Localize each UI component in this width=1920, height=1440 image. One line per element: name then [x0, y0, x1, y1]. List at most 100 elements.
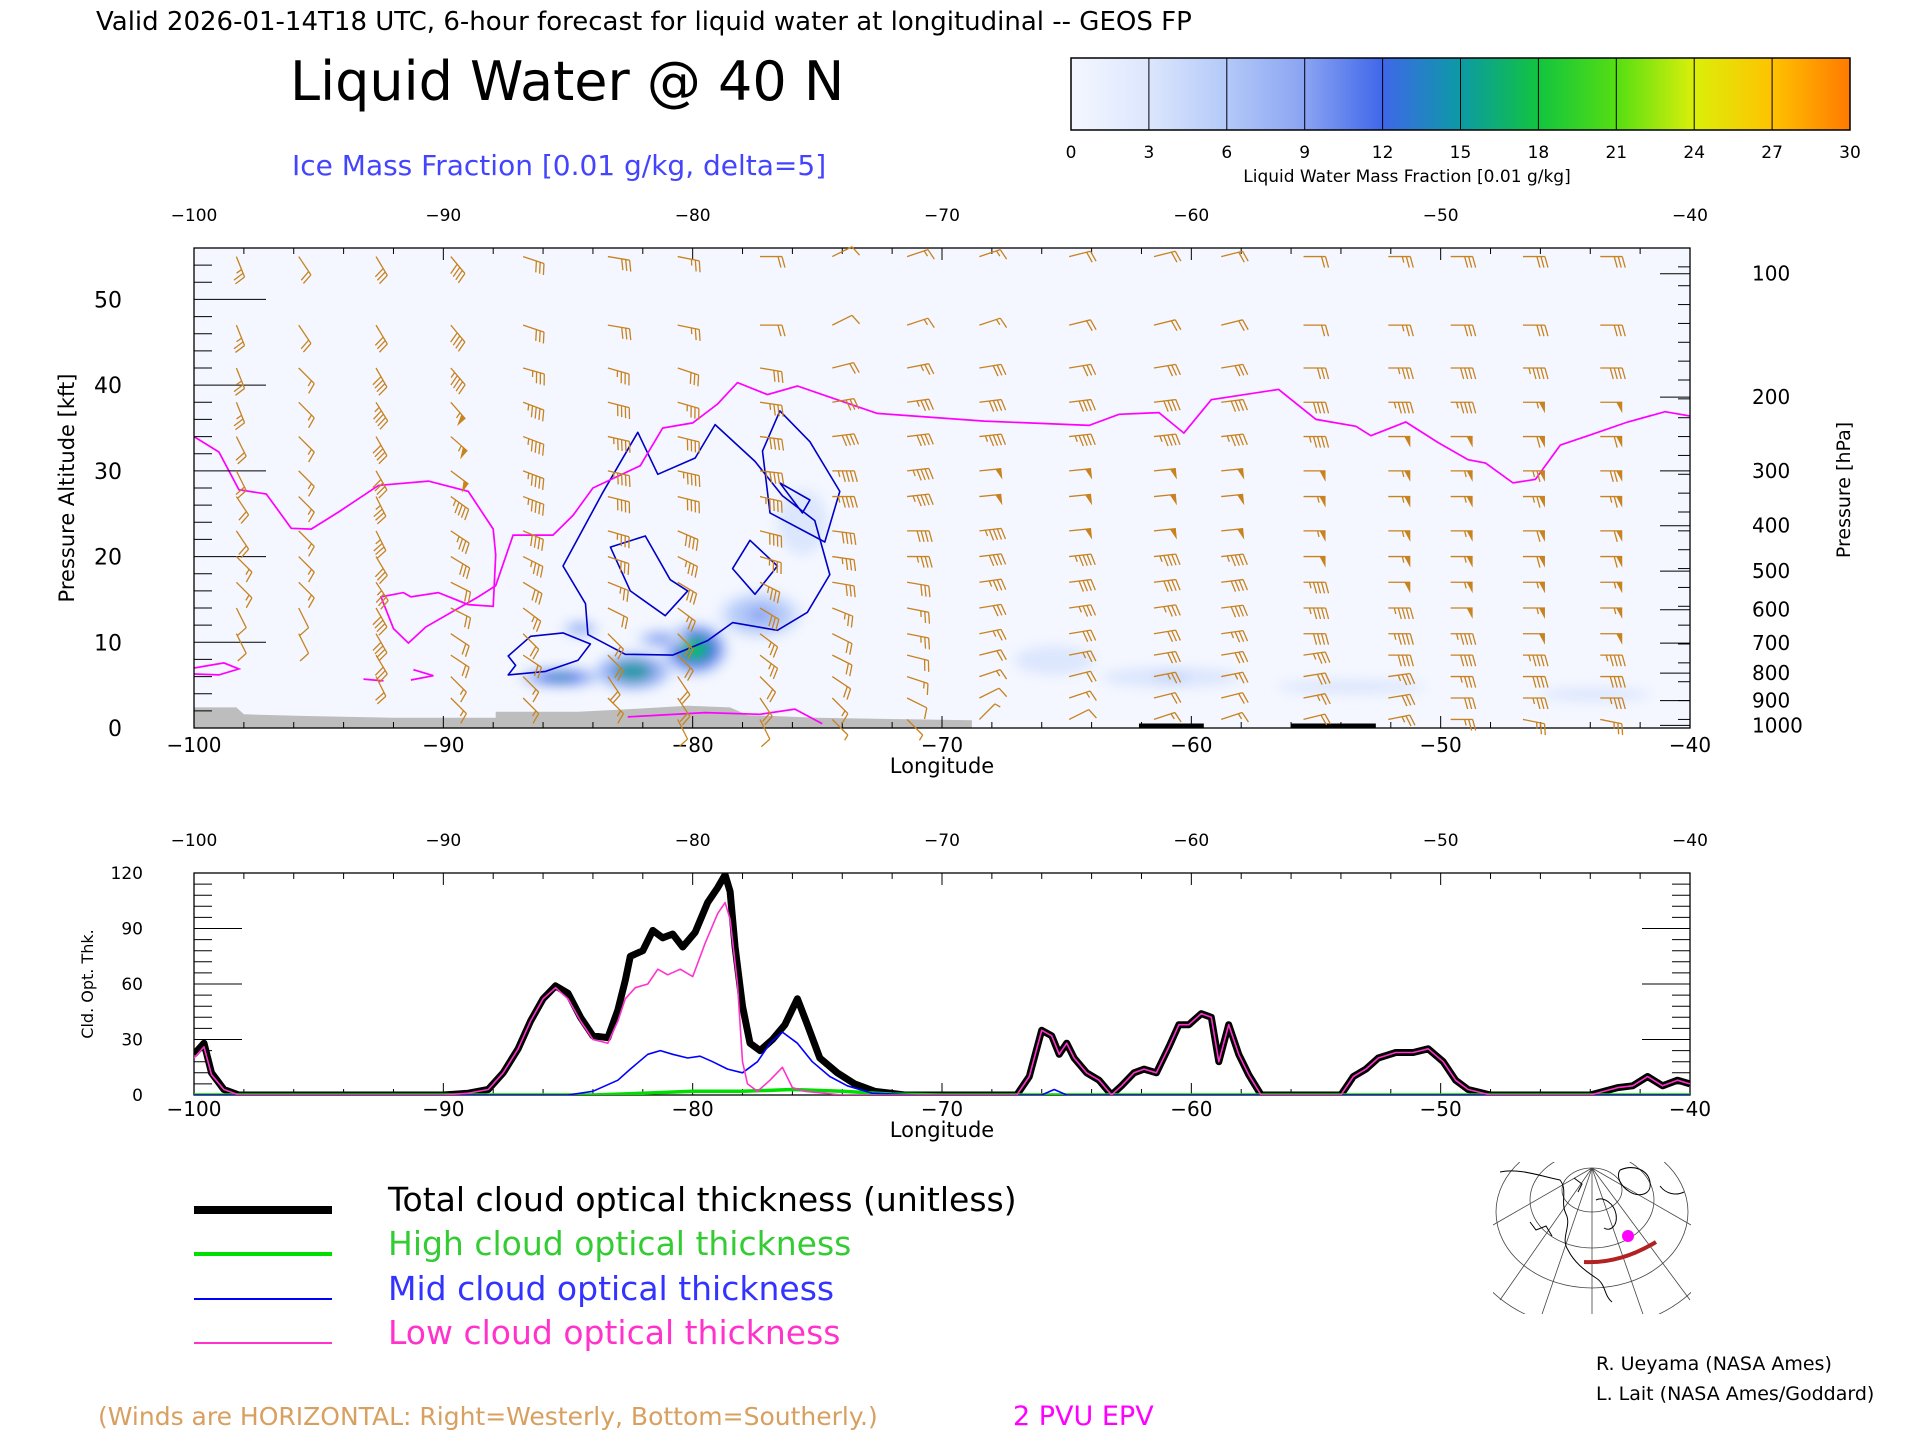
wind-barb: [522, 555, 544, 578]
wind-barb-flag: [1316, 436, 1322, 448]
wind-barb-flag: [374, 666, 384, 676]
wind-barb-flag: [1536, 676, 1541, 688]
wind-barb-half-flag: [685, 616, 690, 623]
wind-barb-pennant: [1466, 470, 1473, 482]
wind-barb: [450, 654, 470, 679]
wind-barb-flag: [1468, 654, 1473, 667]
wind-barb: [1221, 398, 1249, 412]
wind-barb-flag: [769, 498, 771, 511]
wind-barb: [1388, 255, 1414, 268]
wind-barb-pennant: [1538, 402, 1545, 414]
wind-barb: [1069, 319, 1097, 332]
wind-barb-flag: [692, 537, 695, 550]
wind-barb-half-flag: [684, 560, 688, 568]
wind-barb-half-flag: [532, 688, 537, 695]
wind-barb-flag: [1464, 697, 1469, 710]
wind-barb: [1600, 530, 1623, 543]
wind-barb-half-flag: [988, 580, 993, 587]
wind-barb-half-flag: [307, 380, 313, 387]
wind-barb-half-flag: [1237, 713, 1243, 720]
wind-barb-flag: [452, 335, 461, 346]
wind-barb: [1221, 692, 1249, 704]
wind-barb: [298, 496, 315, 523]
wind-barb-flag: [541, 539, 544, 551]
liquid-water-cell: [795, 513, 810, 532]
wind-barb: [1600, 495, 1623, 508]
wind-barb-flag: [537, 537, 541, 550]
wind-barb: [235, 436, 247, 465]
wind-barb-flag: [450, 332, 458, 343]
wind-barb-flag: [845, 470, 850, 483]
wind-barb-pennant: [1466, 530, 1473, 542]
wind-barb-flag: [378, 343, 388, 353]
wind-barb-flag: [1609, 367, 1614, 380]
wind-barb-flag: [777, 256, 782, 268]
wind-barb-flag: [1405, 694, 1412, 706]
wind-barb-pennant: [1538, 582, 1545, 594]
wind-barb-flag: [1613, 496, 1618, 508]
wind-barb-pennant: [1466, 608, 1473, 619]
wind-barb: [374, 256, 388, 285]
wind-barb: [1069, 578, 1096, 592]
wind-barb: [677, 654, 694, 681]
wind-barb-flag: [1409, 633, 1414, 645]
wind-barb-staff: [1068, 709, 1090, 721]
wind-barb-flag: [1090, 364, 1097, 376]
wind-barb: [1221, 493, 1245, 506]
wind-barb-flag: [1544, 676, 1549, 688]
wind-barb-half-flag: [1393, 402, 1397, 409]
wind-barb-flag: [849, 585, 852, 597]
wind-barb-flag: [1405, 607, 1410, 620]
wind-barb: [1221, 433, 1248, 447]
wind-barb: [907, 433, 934, 447]
x-tick-label-top: −90: [425, 831, 461, 851]
pressure-tick-label: 800: [1752, 661, 1790, 685]
wind-barb: [1069, 468, 1093, 480]
wind-barb-flag: [1234, 606, 1241, 618]
wind-barb-flag: [693, 373, 696, 386]
wind-barb-flag: [1167, 365, 1174, 377]
wind-barb-half-flag: [1613, 607, 1617, 615]
wind-barb-half-flag: [459, 710, 465, 717]
wind-barb-half-flag: [619, 587, 622, 594]
wind-barb-flag: [1230, 435, 1236, 447]
wind-barb-flag: [1175, 364, 1181, 376]
wind-barb-flag: [1316, 652, 1323, 664]
wind-barb-flag: [1000, 364, 1007, 376]
wind-barb-flag: [1540, 676, 1545, 688]
wind-barb-flag: [924, 530, 929, 543]
wind-barb-flag: [461, 664, 467, 677]
wind-barb-flag: [529, 646, 537, 657]
wind-barb-flag: [1613, 324, 1618, 337]
wind-barb: [1153, 553, 1181, 567]
wind-barb-flag: [766, 688, 774, 700]
wind-barb-flag: [455, 381, 464, 392]
wind-barb-flag: [769, 691, 777, 703]
wind-barb: [607, 367, 630, 386]
wind-barb-flag: [532, 691, 540, 703]
y-tick-label: 40: [94, 374, 122, 399]
wind-barb-flag: [1090, 604, 1097, 616]
wind-barb-half-flag: [307, 543, 313, 550]
wind-barb-flag: [1163, 580, 1169, 592]
cross-section-panel: −100 −100 −90 −90 −80 −80 −70 −70 −60 −60 −50 −50 −4…: [94, 206, 1803, 757]
wind-barb: [1388, 324, 1414, 337]
wind-barb-flag: [300, 339, 310, 350]
wind-barb-half-flag: [307, 568, 313, 575]
wind-barb-flag: [1401, 695, 1408, 707]
liquid-water-cell: [549, 674, 572, 681]
wind-barb-flag: [538, 442, 541, 455]
wind-barb-flag: [1086, 399, 1092, 411]
wind-barb-flag: [1242, 364, 1249, 376]
wind-barb-flag: [773, 404, 776, 416]
y-axis-label-right: Pressure [hPa]: [1833, 422, 1855, 558]
wind-barb-half-flag: [916, 400, 920, 407]
wind-barb-half-flag: [1464, 582, 1467, 589]
wind-barb-half-flag: [450, 372, 456, 379]
wind-barb-half-flag: [841, 710, 846, 717]
wind-barb-flag: [532, 648, 540, 660]
wind-barb-flag: [1086, 605, 1093, 617]
wind-barb-flag: [627, 563, 630, 575]
wind-barb-flag: [1324, 651, 1331, 663]
wind-barb-flag: [1089, 250, 1097, 262]
